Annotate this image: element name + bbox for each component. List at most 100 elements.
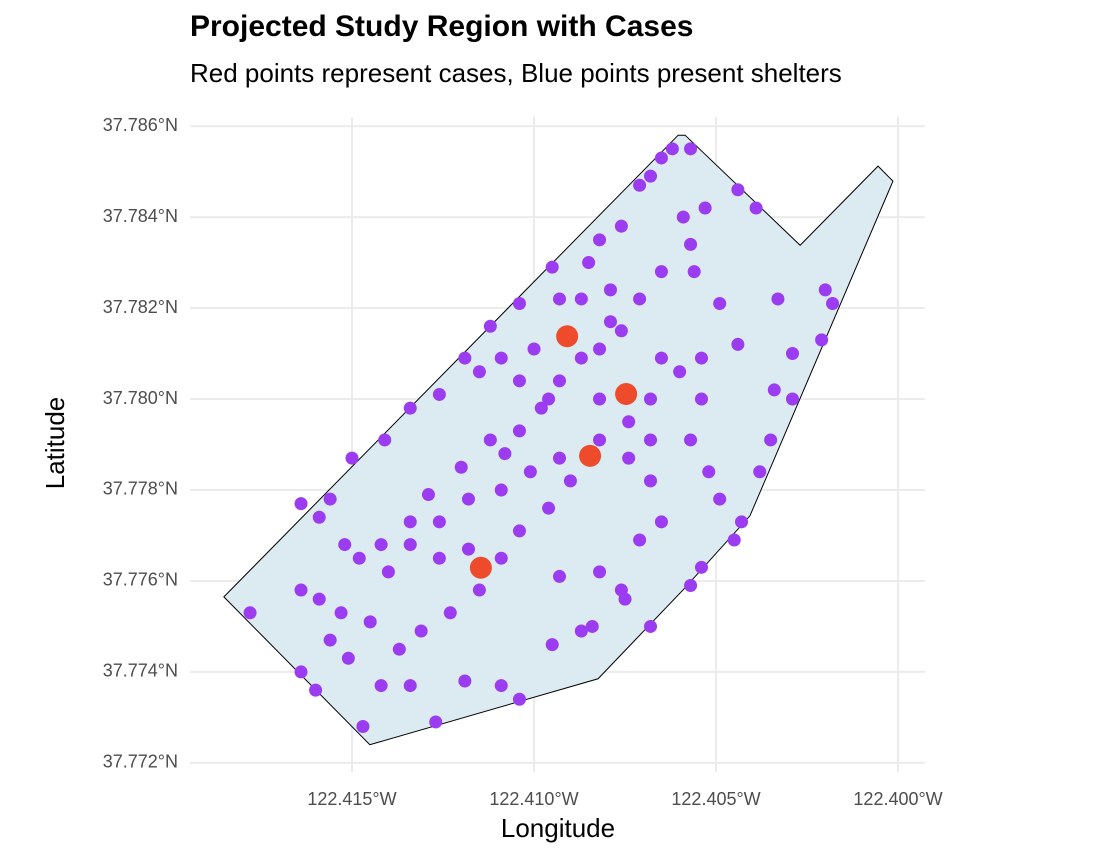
x-tick-label: 122.410°W [489, 789, 578, 809]
shelter-point [483, 433, 497, 447]
shelter-point [713, 296, 727, 310]
shelter-point [494, 679, 508, 693]
shelter-point [294, 497, 308, 511]
shelter-point [563, 474, 577, 488]
shelter-point [454, 460, 468, 474]
y-tick-label: 37.774°N [103, 661, 178, 681]
shelter-point [432, 515, 446, 529]
shelter-point [684, 579, 698, 593]
y-tick-label: 37.776°N [103, 570, 178, 590]
shelter-point [654, 515, 668, 529]
shelter-point [713, 492, 727, 506]
shelter-point [432, 387, 446, 401]
shelter-point [622, 451, 636, 465]
shelter-point [323, 492, 337, 506]
shelter-point [374, 538, 388, 552]
shelter-point [512, 374, 526, 388]
chart-subtitle: Red points represent cases, Blue points … [190, 58, 842, 88]
y-tick-label: 37.780°N [103, 388, 178, 408]
shelter-point [545, 260, 559, 274]
shelter-point [512, 424, 526, 438]
shelter-point [461, 492, 475, 506]
shelter-point [392, 642, 406, 656]
shelter-point [345, 451, 359, 465]
shelter-point [403, 679, 417, 693]
shelter-point [654, 151, 668, 165]
case-point [615, 383, 638, 406]
shelter-point [352, 551, 366, 565]
shelter-point [753, 465, 767, 479]
shelter-point [603, 315, 617, 329]
shelter-point [458, 351, 472, 365]
shelter-point [512, 692, 526, 706]
shelter-point [694, 392, 708, 406]
shelter-point [294, 583, 308, 597]
shelter-point [771, 292, 785, 306]
shelter-point [341, 651, 355, 665]
shelter-point [767, 383, 781, 397]
shelter-point [494, 351, 508, 365]
shelter-point [403, 401, 417, 415]
shelter-point [644, 619, 658, 633]
shelter-point [378, 433, 392, 447]
shelter-point [603, 283, 617, 297]
shelter-point [633, 178, 647, 192]
shelter-point [403, 515, 417, 529]
shelter-point [553, 451, 567, 465]
shelter-point [815, 333, 829, 347]
shelter-point [414, 624, 428, 638]
chart-title: Projected Study Region with Cases [190, 10, 693, 43]
y-tick-label: 37.772°N [103, 752, 178, 772]
shelter-point [574, 624, 588, 638]
shelter-point [727, 533, 741, 547]
shelter-point [633, 533, 647, 547]
shelter-point [818, 283, 832, 297]
shelter-point [553, 374, 567, 388]
shelter-point [338, 538, 352, 552]
shelter-point [644, 433, 658, 447]
shelter-point [593, 342, 607, 356]
y-tick-label: 37.782°N [103, 297, 178, 317]
shelter-point [294, 665, 308, 679]
shelter-point [472, 365, 486, 379]
y-tick-label: 37.784°N [103, 206, 178, 226]
shelter-point [542, 501, 556, 515]
shelter-point [498, 447, 512, 461]
shelter-point [512, 524, 526, 538]
shelter-point [644, 169, 658, 183]
shelter-point [644, 392, 658, 406]
shelter-point [432, 551, 446, 565]
shelter-point [429, 715, 443, 729]
shelter-point [403, 538, 417, 552]
shelter-point [614, 583, 628, 597]
shelter-point [731, 337, 745, 351]
shelter-point [545, 638, 559, 652]
shelter-point [673, 365, 687, 379]
shelter-point [553, 569, 567, 583]
shelter-point [494, 551, 508, 565]
case-point [469, 556, 492, 579]
shelter-point [243, 606, 257, 620]
shelter-point [312, 592, 326, 606]
shelter-point [614, 219, 628, 233]
shelter-point [665, 142, 679, 156]
y-tick-label: 37.778°N [103, 479, 178, 499]
shelter-point [593, 433, 607, 447]
shelter-point [764, 433, 778, 447]
shelter-point [593, 233, 607, 247]
shelter-point [684, 142, 698, 156]
shelter-point [684, 433, 698, 447]
shelter-point [702, 465, 716, 479]
shelter-point [461, 542, 475, 556]
shelter-point [334, 606, 348, 620]
shelter-point [494, 483, 508, 497]
shelter-point [749, 201, 763, 215]
shelter-point [622, 415, 636, 429]
shelter-point [458, 674, 472, 688]
shelter-point [654, 351, 668, 365]
y-tick-label: 37.786°N [103, 115, 178, 135]
shelter-point [687, 265, 701, 279]
shelter-point [593, 565, 607, 579]
shelter-point [582, 256, 596, 270]
